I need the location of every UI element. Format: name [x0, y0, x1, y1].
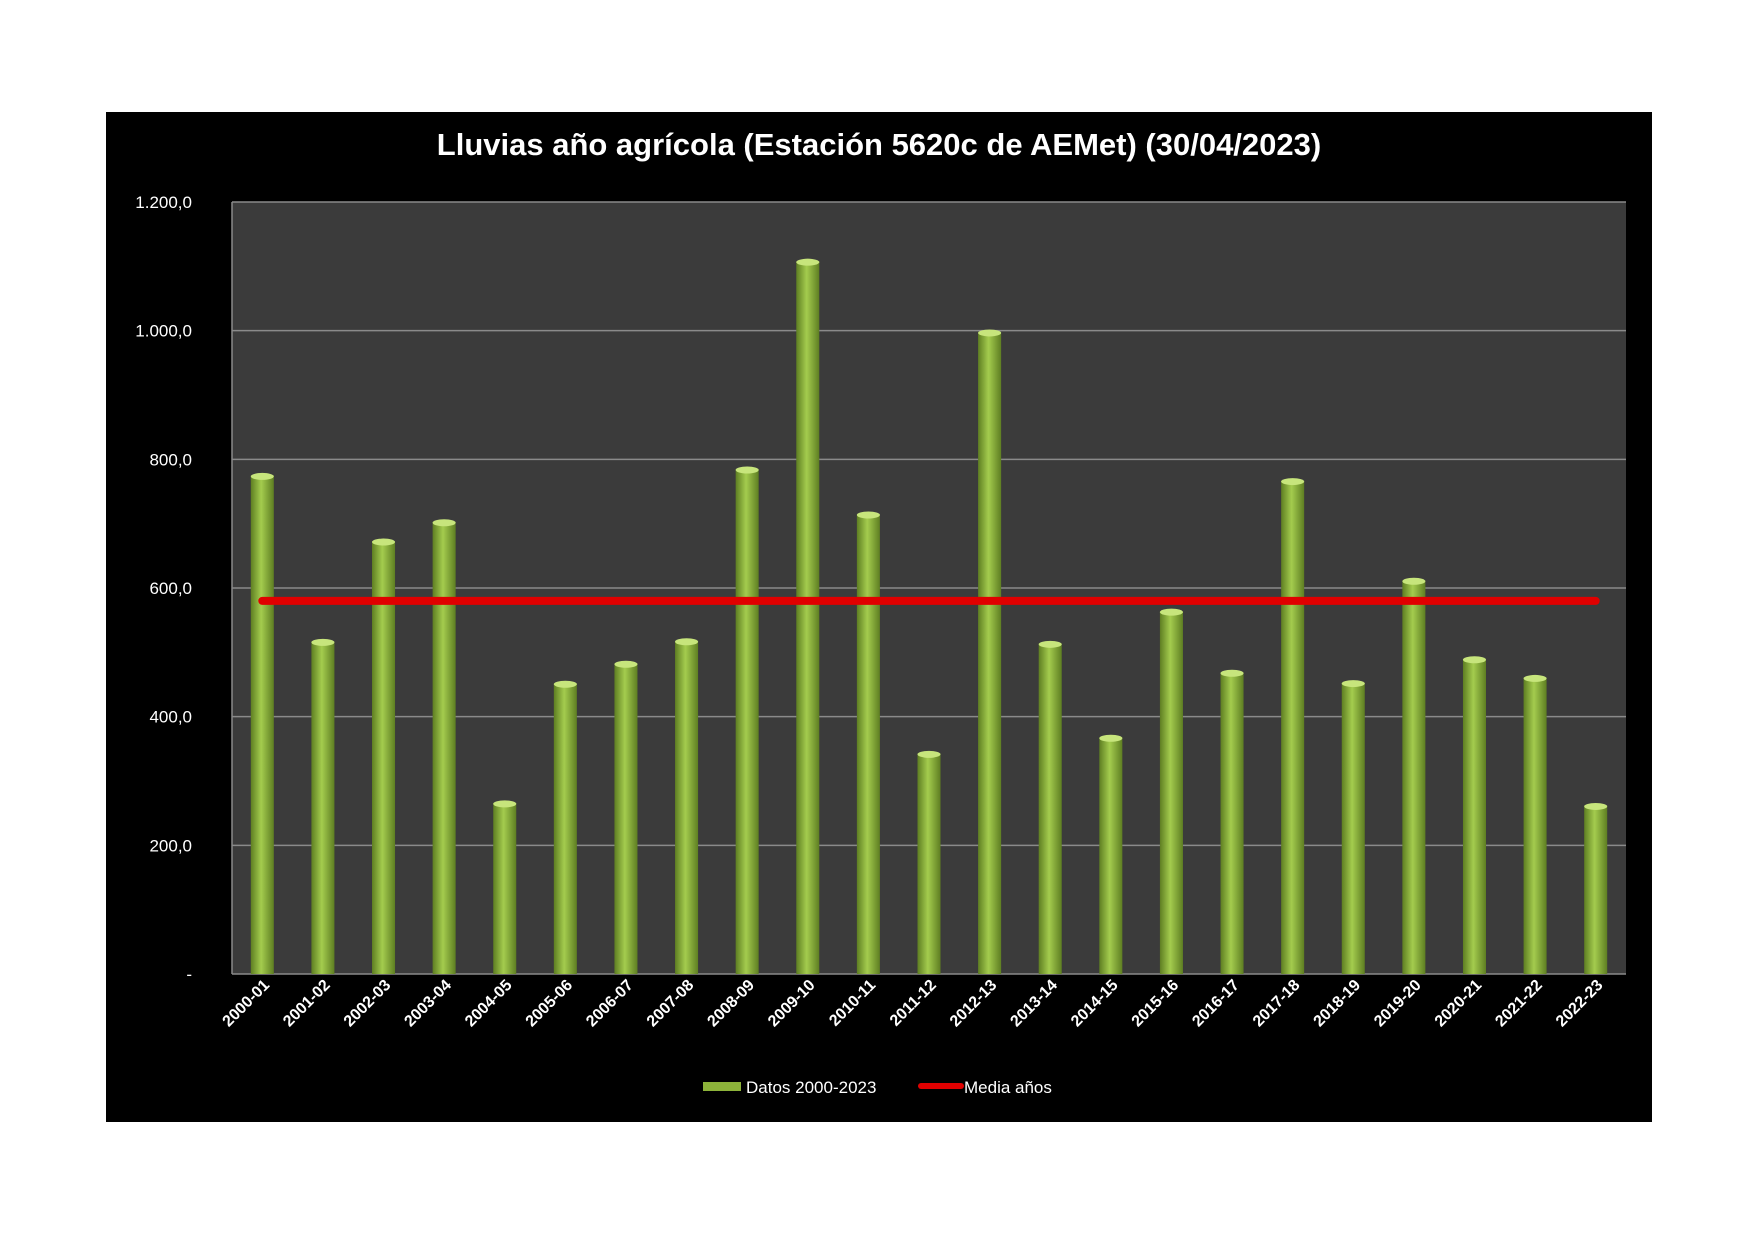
bar-cap	[796, 258, 820, 266]
bar-cap	[1159, 608, 1183, 616]
x-tick-label: 2017-18	[1250, 977, 1304, 1031]
bar-cap	[1341, 680, 1365, 688]
bar-2009-10	[796, 261, 820, 974]
x-tick-label: 2021-22	[1492, 977, 1546, 1031]
bar-cap	[1038, 640, 1062, 648]
bar-2016-17	[1220, 672, 1244, 974]
legend-swatch-bars	[703, 1082, 741, 1091]
x-tick-label: 2019-20	[1371, 977, 1425, 1031]
bar-cap	[553, 680, 577, 688]
y-tick-label: -	[186, 965, 192, 984]
bar-2022-23	[1584, 805, 1608, 974]
gridlines	[231, 201, 1626, 975]
x-tick-label: 2008-09	[704, 977, 758, 1031]
bar-2019-20	[1402, 580, 1426, 974]
bar-2005-06	[553, 683, 577, 974]
x-tick-label: 2018-19	[1311, 977, 1365, 1031]
x-tick-label: 2009-10	[765, 977, 819, 1031]
bar-2021-22	[1523, 677, 1547, 974]
bar-cap	[1099, 734, 1123, 742]
x-tick-label: 2001-02	[280, 977, 334, 1031]
bar-cap	[917, 750, 941, 758]
chart-title: Lluvias año agrícola (Estación 5620c de …	[437, 127, 1321, 162]
bar-cap	[250, 472, 274, 480]
bar-cap	[735, 466, 759, 474]
y-tick-label: 400,0	[149, 708, 192, 727]
bar-2015-16	[1159, 611, 1183, 974]
bar-2018-19	[1341, 682, 1365, 974]
bar-2006-07	[614, 663, 638, 974]
bar-cap	[1220, 669, 1244, 677]
bar-cap	[1402, 577, 1426, 585]
x-tick-label: 2005-06	[523, 977, 577, 1031]
chart-svg: Lluvias año agrícola (Estación 5620c de …	[135, 127, 1626, 1097]
bar-2007-08	[675, 640, 699, 974]
bar-2002-03	[372, 541, 396, 974]
bar-cap	[1523, 674, 1547, 682]
bar-cap	[432, 519, 456, 527]
legend: Datos 2000-2023 Media años	[703, 1078, 1052, 1097]
bar-cap	[675, 638, 699, 646]
bar-cap	[311, 638, 335, 646]
x-tick-label: 2011-12	[887, 977, 940, 1030]
x-tick-label: 2015-16	[1129, 977, 1183, 1031]
legend-swatch-mean-line	[918, 1083, 964, 1089]
bar-2013-14	[1038, 643, 1062, 974]
bar-2010-11	[856, 514, 880, 974]
x-tick-label: 2004-05	[462, 977, 516, 1031]
x-tick-label: 2000-01	[220, 977, 274, 1031]
bar-cap	[978, 329, 1002, 337]
x-tick-label: 2006-07	[583, 977, 637, 1031]
x-tick-label: 2020-21	[1432, 977, 1486, 1031]
x-tick-label: 2022-23	[1553, 977, 1607, 1031]
bar-2000-01	[250, 475, 274, 974]
x-tick-label: 2016-17	[1189, 977, 1243, 1031]
x-tick-label: 2007-08	[644, 977, 698, 1031]
bar-2014-15	[1099, 737, 1123, 974]
bar-2004-05	[493, 802, 517, 974]
y-tick-label: 1.200,0	[135, 193, 192, 212]
y-tick-label: 1.000,0	[135, 322, 192, 341]
x-axis-ticks: 2000-01 2001-02 2002-03 2003-04 2004-05 2005-…	[220, 977, 1607, 1031]
bar-2008-09	[735, 468, 759, 974]
legend-label-bars: Datos 2000-2023	[746, 1078, 876, 1097]
chart-panel: Lluvias año agrícola (Estación 5620c de …	[106, 112, 1652, 1122]
x-tick-label: 2014-15	[1068, 977, 1122, 1031]
y-tick-label: 600,0	[149, 579, 192, 598]
y-axis-ticks: - 200,0 400,0 600,0 800,0 1.000,0 1.200,0	[135, 193, 192, 984]
bar-cap	[1584, 802, 1608, 810]
legend-label-mean-line: Media años	[964, 1078, 1052, 1097]
bar-cap	[493, 800, 517, 808]
bar-2001-02	[311, 641, 335, 974]
y-tick-label: 200,0	[149, 836, 192, 855]
bar-2003-04	[432, 521, 456, 974]
bar-cap	[856, 511, 880, 519]
x-tick-label: 2012-13	[947, 977, 1001, 1031]
bar-2020-21	[1462, 658, 1486, 974]
x-tick-label: 2010-11	[826, 977, 879, 1030]
bar-2011-12	[917, 753, 941, 974]
bar-cap	[1281, 478, 1305, 486]
bar-2017-18	[1281, 480, 1305, 974]
x-tick-label: 2003-04	[401, 977, 455, 1031]
y-tick-label: 800,0	[149, 450, 192, 469]
bar-cap	[614, 660, 638, 668]
bar-cap	[372, 538, 396, 546]
bar-2012-13	[978, 331, 1002, 974]
bar-cap	[1462, 656, 1486, 664]
x-tick-label: 2002-03	[341, 977, 395, 1031]
x-tick-label: 2013-14	[1008, 977, 1062, 1031]
